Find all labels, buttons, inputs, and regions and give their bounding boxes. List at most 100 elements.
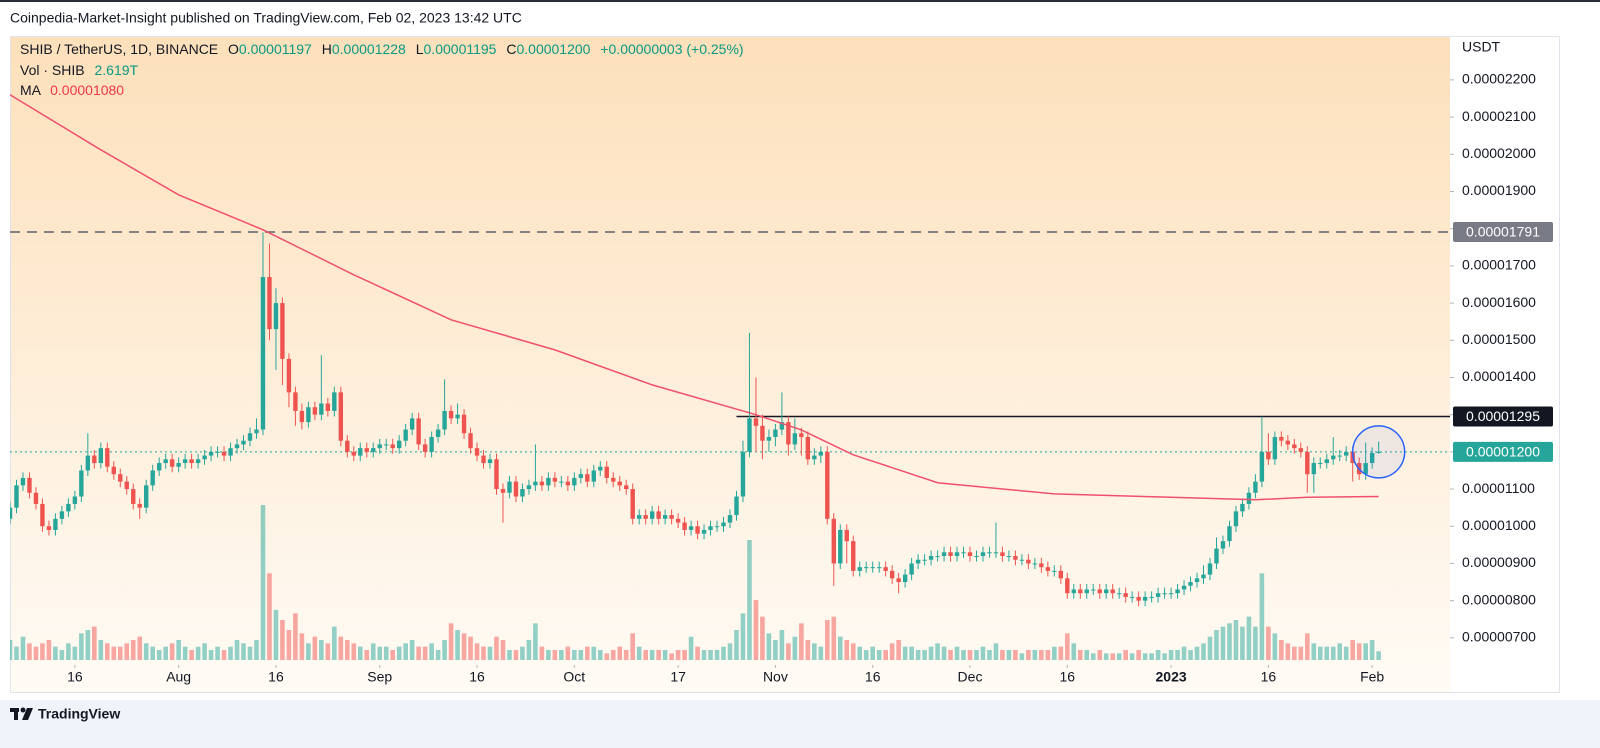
candle-body <box>572 477 577 486</box>
candle-body <box>468 433 473 449</box>
volume-bar <box>1304 633 1310 660</box>
candle-body <box>1123 593 1128 597</box>
candle-body <box>396 440 402 449</box>
legend-ohlc: SHIB / TetherUS, 1D, BINANCE O0.00001197… <box>20 41 744 57</box>
candle-body <box>422 444 428 452</box>
candle-body <box>358 448 363 456</box>
candle-body <box>1110 589 1115 594</box>
candle-body <box>1175 589 1180 594</box>
volume-bar <box>455 630 460 660</box>
candle-body <box>643 515 648 519</box>
candle-body <box>611 477 616 482</box>
candle-body <box>92 455 97 464</box>
volume-bar <box>98 640 104 660</box>
candle-body <box>1084 589 1089 594</box>
candle-body <box>46 526 52 530</box>
volume-bar <box>344 640 350 660</box>
candle-body <box>1188 582 1193 586</box>
candle-body <box>1065 578 1070 594</box>
candle-body <box>513 481 519 497</box>
candle-body <box>1000 552 1005 557</box>
x-tick-label: 16 <box>1060 669 1076 685</box>
legend-value: 0.00001228 <box>332 41 406 57</box>
volume-bar <box>1285 643 1291 660</box>
legend-volume-value: 2.619T <box>94 62 138 78</box>
volume-bar <box>987 650 992 660</box>
y-tick-label: 0.00001100 <box>1462 480 1535 496</box>
candle-body <box>559 481 564 483</box>
volume-bar <box>837 636 843 660</box>
volume-bar <box>935 643 940 660</box>
candle-body <box>221 451 227 456</box>
legend-ma: MA 0.00001080 <box>20 82 124 98</box>
volume-bar <box>286 630 292 660</box>
y-tick-label: 0.00002000 <box>1462 145 1536 161</box>
volume-bar <box>708 650 713 660</box>
candle-body <box>630 489 635 519</box>
candle-body <box>20 477 26 486</box>
candle-body <box>241 440 246 445</box>
candle-body <box>150 470 155 486</box>
volume-bar <box>688 636 694 660</box>
candle-body <box>1337 455 1342 457</box>
candle-body <box>656 511 661 519</box>
candle-body <box>189 459 194 464</box>
candle-body <box>928 556 934 560</box>
volume-bar <box>1149 653 1154 660</box>
volume-bar <box>357 646 363 660</box>
volume-bar <box>695 646 700 660</box>
candle-body <box>740 451 746 497</box>
candle-body <box>941 552 947 557</box>
volume-bar <box>630 633 636 660</box>
candle-body <box>118 474 123 482</box>
volume-bar <box>474 643 480 660</box>
price-label: 0.00001295 <box>1466 408 1540 424</box>
footer-brand: TradingView <box>38 706 120 722</box>
volume-bar <box>143 643 149 660</box>
candle-body <box>1091 589 1096 591</box>
x-tick-label: Oct <box>563 669 585 685</box>
volume-bar <box>1077 650 1083 660</box>
volume-bar <box>79 633 84 660</box>
volume-bar <box>883 650 888 660</box>
volume-bar <box>92 626 97 660</box>
volume-bar <box>1298 646 1304 660</box>
volume-bar <box>1227 623 1232 660</box>
candle-body <box>565 481 571 486</box>
volume-bar <box>1369 640 1375 660</box>
candle-body <box>591 470 596 482</box>
volume-bar <box>319 640 324 660</box>
volume-bar <box>662 650 668 660</box>
volume-bar <box>1116 653 1122 660</box>
volume-bar <box>507 650 512 660</box>
volume-bar <box>195 646 201 660</box>
candle-body <box>747 418 752 452</box>
axes: 0.00000700 0.00000800 0.00000900 0.00001000… <box>67 71 1553 685</box>
candle-body <box>144 485 149 508</box>
candle-body <box>1363 463 1368 475</box>
volume-bar <box>1337 643 1343 660</box>
candle-body <box>786 422 791 445</box>
candle-body <box>585 474 590 482</box>
candle-body <box>481 455 486 464</box>
volume-bar <box>850 643 856 660</box>
candle-body <box>1155 593 1161 597</box>
candle-body <box>1369 452 1375 464</box>
y-tick-label: 0.00000800 <box>1462 591 1536 607</box>
candle-body <box>260 277 266 430</box>
volume-bar <box>1188 650 1193 660</box>
candle-body <box>338 392 344 441</box>
volume-bar <box>1090 653 1096 660</box>
candle-body <box>604 466 609 478</box>
candle-body <box>280 303 285 359</box>
volume-bar <box>1207 636 1213 660</box>
volume-bar <box>241 643 246 660</box>
legend-value: 0.00001195 <box>424 41 497 57</box>
candle-body <box>27 477 32 493</box>
candle-body <box>779 422 785 430</box>
volume-bar <box>578 650 584 660</box>
candle-body <box>1279 436 1284 441</box>
candle-body <box>831 518 836 564</box>
volume-bar <box>208 650 214 660</box>
